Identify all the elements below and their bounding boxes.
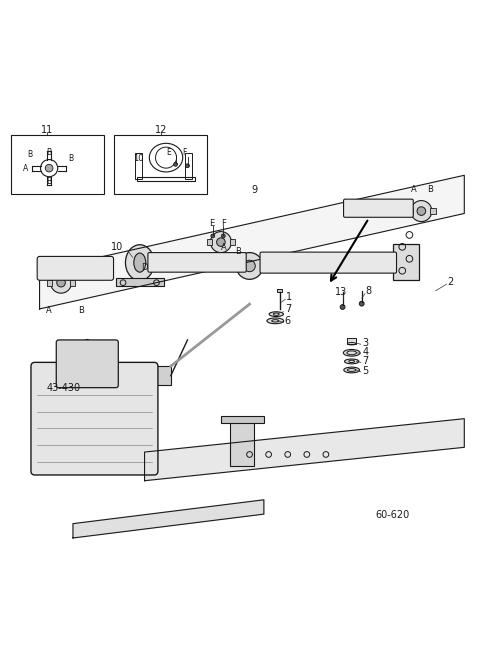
Ellipse shape bbox=[132, 253, 139, 272]
Bar bbox=[70, 280, 75, 285]
Text: 12: 12 bbox=[155, 125, 168, 135]
Circle shape bbox=[417, 207, 426, 215]
Circle shape bbox=[340, 304, 345, 310]
Text: D: D bbox=[141, 263, 148, 272]
Ellipse shape bbox=[134, 253, 146, 272]
Circle shape bbox=[244, 260, 255, 272]
Text: 13: 13 bbox=[336, 287, 348, 297]
Text: 2: 2 bbox=[447, 277, 454, 287]
Text: 3: 3 bbox=[363, 338, 369, 348]
Text: B: B bbox=[46, 176, 51, 186]
Bar bbox=[407, 208, 413, 214]
Text: 7: 7 bbox=[363, 356, 369, 367]
Polygon shape bbox=[73, 500, 264, 538]
Bar bbox=[206, 239, 212, 245]
Bar bbox=[430, 208, 436, 214]
FancyBboxPatch shape bbox=[148, 253, 246, 272]
Text: 10: 10 bbox=[111, 242, 123, 252]
Bar bbox=[230, 262, 238, 270]
Ellipse shape bbox=[128, 249, 142, 277]
Circle shape bbox=[236, 253, 263, 279]
FancyBboxPatch shape bbox=[31, 362, 158, 475]
Text: 5: 5 bbox=[363, 366, 369, 376]
Circle shape bbox=[211, 234, 215, 238]
Circle shape bbox=[174, 163, 178, 166]
Text: 11: 11 bbox=[41, 125, 53, 135]
Text: 60-620: 60-620 bbox=[375, 510, 410, 520]
Text: 9: 9 bbox=[251, 184, 257, 195]
Text: A: A bbox=[46, 306, 52, 316]
Bar bbox=[135, 153, 142, 179]
FancyBboxPatch shape bbox=[344, 199, 413, 217]
Text: A: A bbox=[221, 243, 227, 253]
Ellipse shape bbox=[344, 367, 360, 373]
FancyBboxPatch shape bbox=[37, 256, 114, 280]
Text: B: B bbox=[428, 185, 433, 194]
Ellipse shape bbox=[343, 350, 360, 356]
Text: 43-430: 43-430 bbox=[47, 382, 81, 393]
Bar bbox=[393, 245, 419, 280]
Bar bbox=[277, 289, 282, 292]
Bar bbox=[116, 278, 164, 287]
Text: 1: 1 bbox=[286, 292, 292, 302]
Circle shape bbox=[360, 301, 364, 306]
Ellipse shape bbox=[269, 312, 283, 317]
Circle shape bbox=[221, 234, 225, 238]
Bar bbox=[47, 280, 52, 285]
Circle shape bbox=[50, 272, 72, 293]
Text: A: A bbox=[411, 185, 417, 194]
Text: F: F bbox=[182, 148, 186, 157]
Text: 4: 4 bbox=[363, 347, 369, 358]
Text: E: E bbox=[166, 148, 171, 157]
Ellipse shape bbox=[84, 339, 91, 350]
Bar bbox=[230, 419, 254, 466]
Text: B: B bbox=[235, 247, 241, 256]
Polygon shape bbox=[39, 175, 464, 309]
Circle shape bbox=[45, 164, 53, 172]
Circle shape bbox=[216, 238, 225, 247]
Circle shape bbox=[411, 201, 432, 222]
Polygon shape bbox=[144, 419, 464, 481]
Text: F: F bbox=[221, 220, 226, 228]
Text: 10: 10 bbox=[133, 154, 144, 163]
Bar bbox=[221, 417, 264, 423]
Text: 6: 6 bbox=[285, 316, 291, 326]
Ellipse shape bbox=[125, 245, 154, 281]
Ellipse shape bbox=[267, 318, 284, 323]
Text: B: B bbox=[46, 148, 51, 157]
Circle shape bbox=[186, 164, 190, 168]
Text: E: E bbox=[209, 220, 214, 228]
Bar bbox=[229, 239, 235, 245]
Text: B: B bbox=[28, 150, 33, 159]
Bar bbox=[348, 338, 356, 344]
Circle shape bbox=[210, 232, 231, 253]
FancyBboxPatch shape bbox=[56, 340, 118, 388]
Bar bbox=[185, 153, 192, 179]
Bar bbox=[262, 262, 269, 270]
Bar bbox=[137, 176, 195, 182]
Bar bbox=[11, 134, 104, 194]
Text: 7: 7 bbox=[285, 304, 291, 314]
Bar bbox=[152, 366, 171, 385]
Text: B: B bbox=[68, 154, 73, 163]
FancyBboxPatch shape bbox=[260, 252, 396, 273]
Text: A: A bbox=[23, 163, 28, 173]
Text: 8: 8 bbox=[365, 286, 371, 296]
Bar bbox=[114, 134, 206, 194]
Text: B: B bbox=[78, 306, 84, 316]
Circle shape bbox=[57, 278, 65, 287]
Ellipse shape bbox=[345, 359, 359, 364]
